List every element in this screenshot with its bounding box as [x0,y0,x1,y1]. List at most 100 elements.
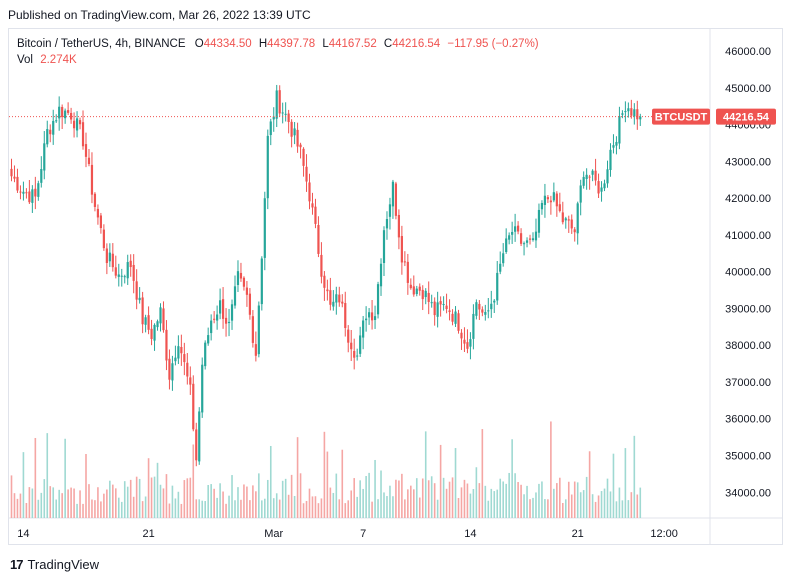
candle-body [269,121,272,136]
legend-symbol[interactable]: Bitcoin / TetherUS, 4h, BINANCE [17,38,186,50]
volume-bar [389,485,391,518]
volume-bar [16,498,19,518]
volume-bar [138,478,141,518]
volume-bar [496,489,499,518]
candle-body [239,272,243,279]
candle-body [180,346,183,354]
candle-body [615,141,618,146]
volume-bar [177,491,180,518]
candle-body [376,284,380,315]
volume-bar [639,487,642,518]
candle-body [564,218,567,221]
candle-body [311,203,314,208]
volume-bar [556,483,558,518]
volume-bar [243,484,245,518]
candle-body [394,183,398,216]
volume-bar [597,495,600,518]
candle-body [317,225,320,254]
volume-bar [302,503,305,518]
volume-bar [82,503,84,518]
candle-body [409,284,412,289]
candle-body [356,355,359,357]
last-price-tag[interactable] [716,108,776,125]
volume-bar [442,477,445,518]
volume-bar [535,492,537,518]
candle-body [490,303,493,310]
volume-bar [186,478,189,518]
volume-bar [284,478,287,518]
candle-body [204,342,207,367]
tradingview-mark-icon: 17 [10,557,24,572]
volume-bar [532,497,534,518]
legend-high-value: 44397.78 [267,38,316,50]
volume-bar [499,478,502,518]
candle-body [469,339,472,347]
volume-bar [544,499,546,518]
volume-bar [258,473,260,518]
candle-body [454,311,457,324]
volume-bar [603,488,606,518]
candle-body [597,181,600,194]
volume-bar [61,493,63,518]
volume-bar [120,501,123,518]
candle-body [75,118,79,131]
candle-body [546,197,549,200]
volume-bar [293,495,296,518]
chart-frame[interactable] [8,28,783,545]
candle-body [90,164,94,195]
tradingview-logo[interactable]: 17 TradingView [10,557,99,572]
volume-bar [630,492,633,518]
tradingview-logo-text: TradingView [27,557,100,572]
candle-body [10,168,13,177]
candle-body [81,122,85,147]
volume-bar [237,487,239,518]
volume-bar [249,500,251,518]
volume-bar [326,451,329,518]
volume-bar [484,485,487,518]
volume-bar [410,485,412,518]
candle-body [302,148,305,166]
volume-bar [445,488,448,518]
candle-body [329,290,332,305]
candle-body [263,198,266,258]
candle-body [99,215,102,229]
volume-bar [73,488,75,518]
candle-body [266,135,269,199]
volume-bar [210,484,212,518]
price-axis-label: 41000.00 [725,230,771,242]
volume-bar [573,481,576,518]
volume-bar [216,497,218,518]
volume-bar [415,478,418,518]
volume-bar [359,480,361,518]
volume-bar [162,488,165,518]
candle-body [433,301,436,316]
volume-bar [135,476,138,518]
price-axis-label: 43000.00 [725,156,771,168]
volume-bar [377,499,379,518]
volume-bar [564,499,567,518]
candle-body [123,276,126,278]
legend-change: −117.95 (−0.27%) [447,38,539,50]
candle-body [58,106,61,119]
volume-bar [52,487,55,518]
volume-bar [451,477,454,518]
volume-bar [627,500,630,518]
candle-body [308,182,311,202]
volume-bar [621,500,624,518]
symbol-tag[interactable] [652,108,710,125]
candle-body [314,206,317,224]
candle-body [87,157,91,165]
volume-bar [28,487,31,518]
candle-body [55,120,58,122]
volume-bar [266,479,269,518]
volume-bar [85,454,87,518]
candle-body [424,290,427,298]
candle-body [421,289,424,300]
volume-bar [234,500,236,518]
candle-body [198,411,201,462]
volume-bar [457,498,460,518]
candle-body [591,170,594,175]
candle-body [487,310,490,312]
legend-volume-label[interactable]: Vol [17,54,33,66]
